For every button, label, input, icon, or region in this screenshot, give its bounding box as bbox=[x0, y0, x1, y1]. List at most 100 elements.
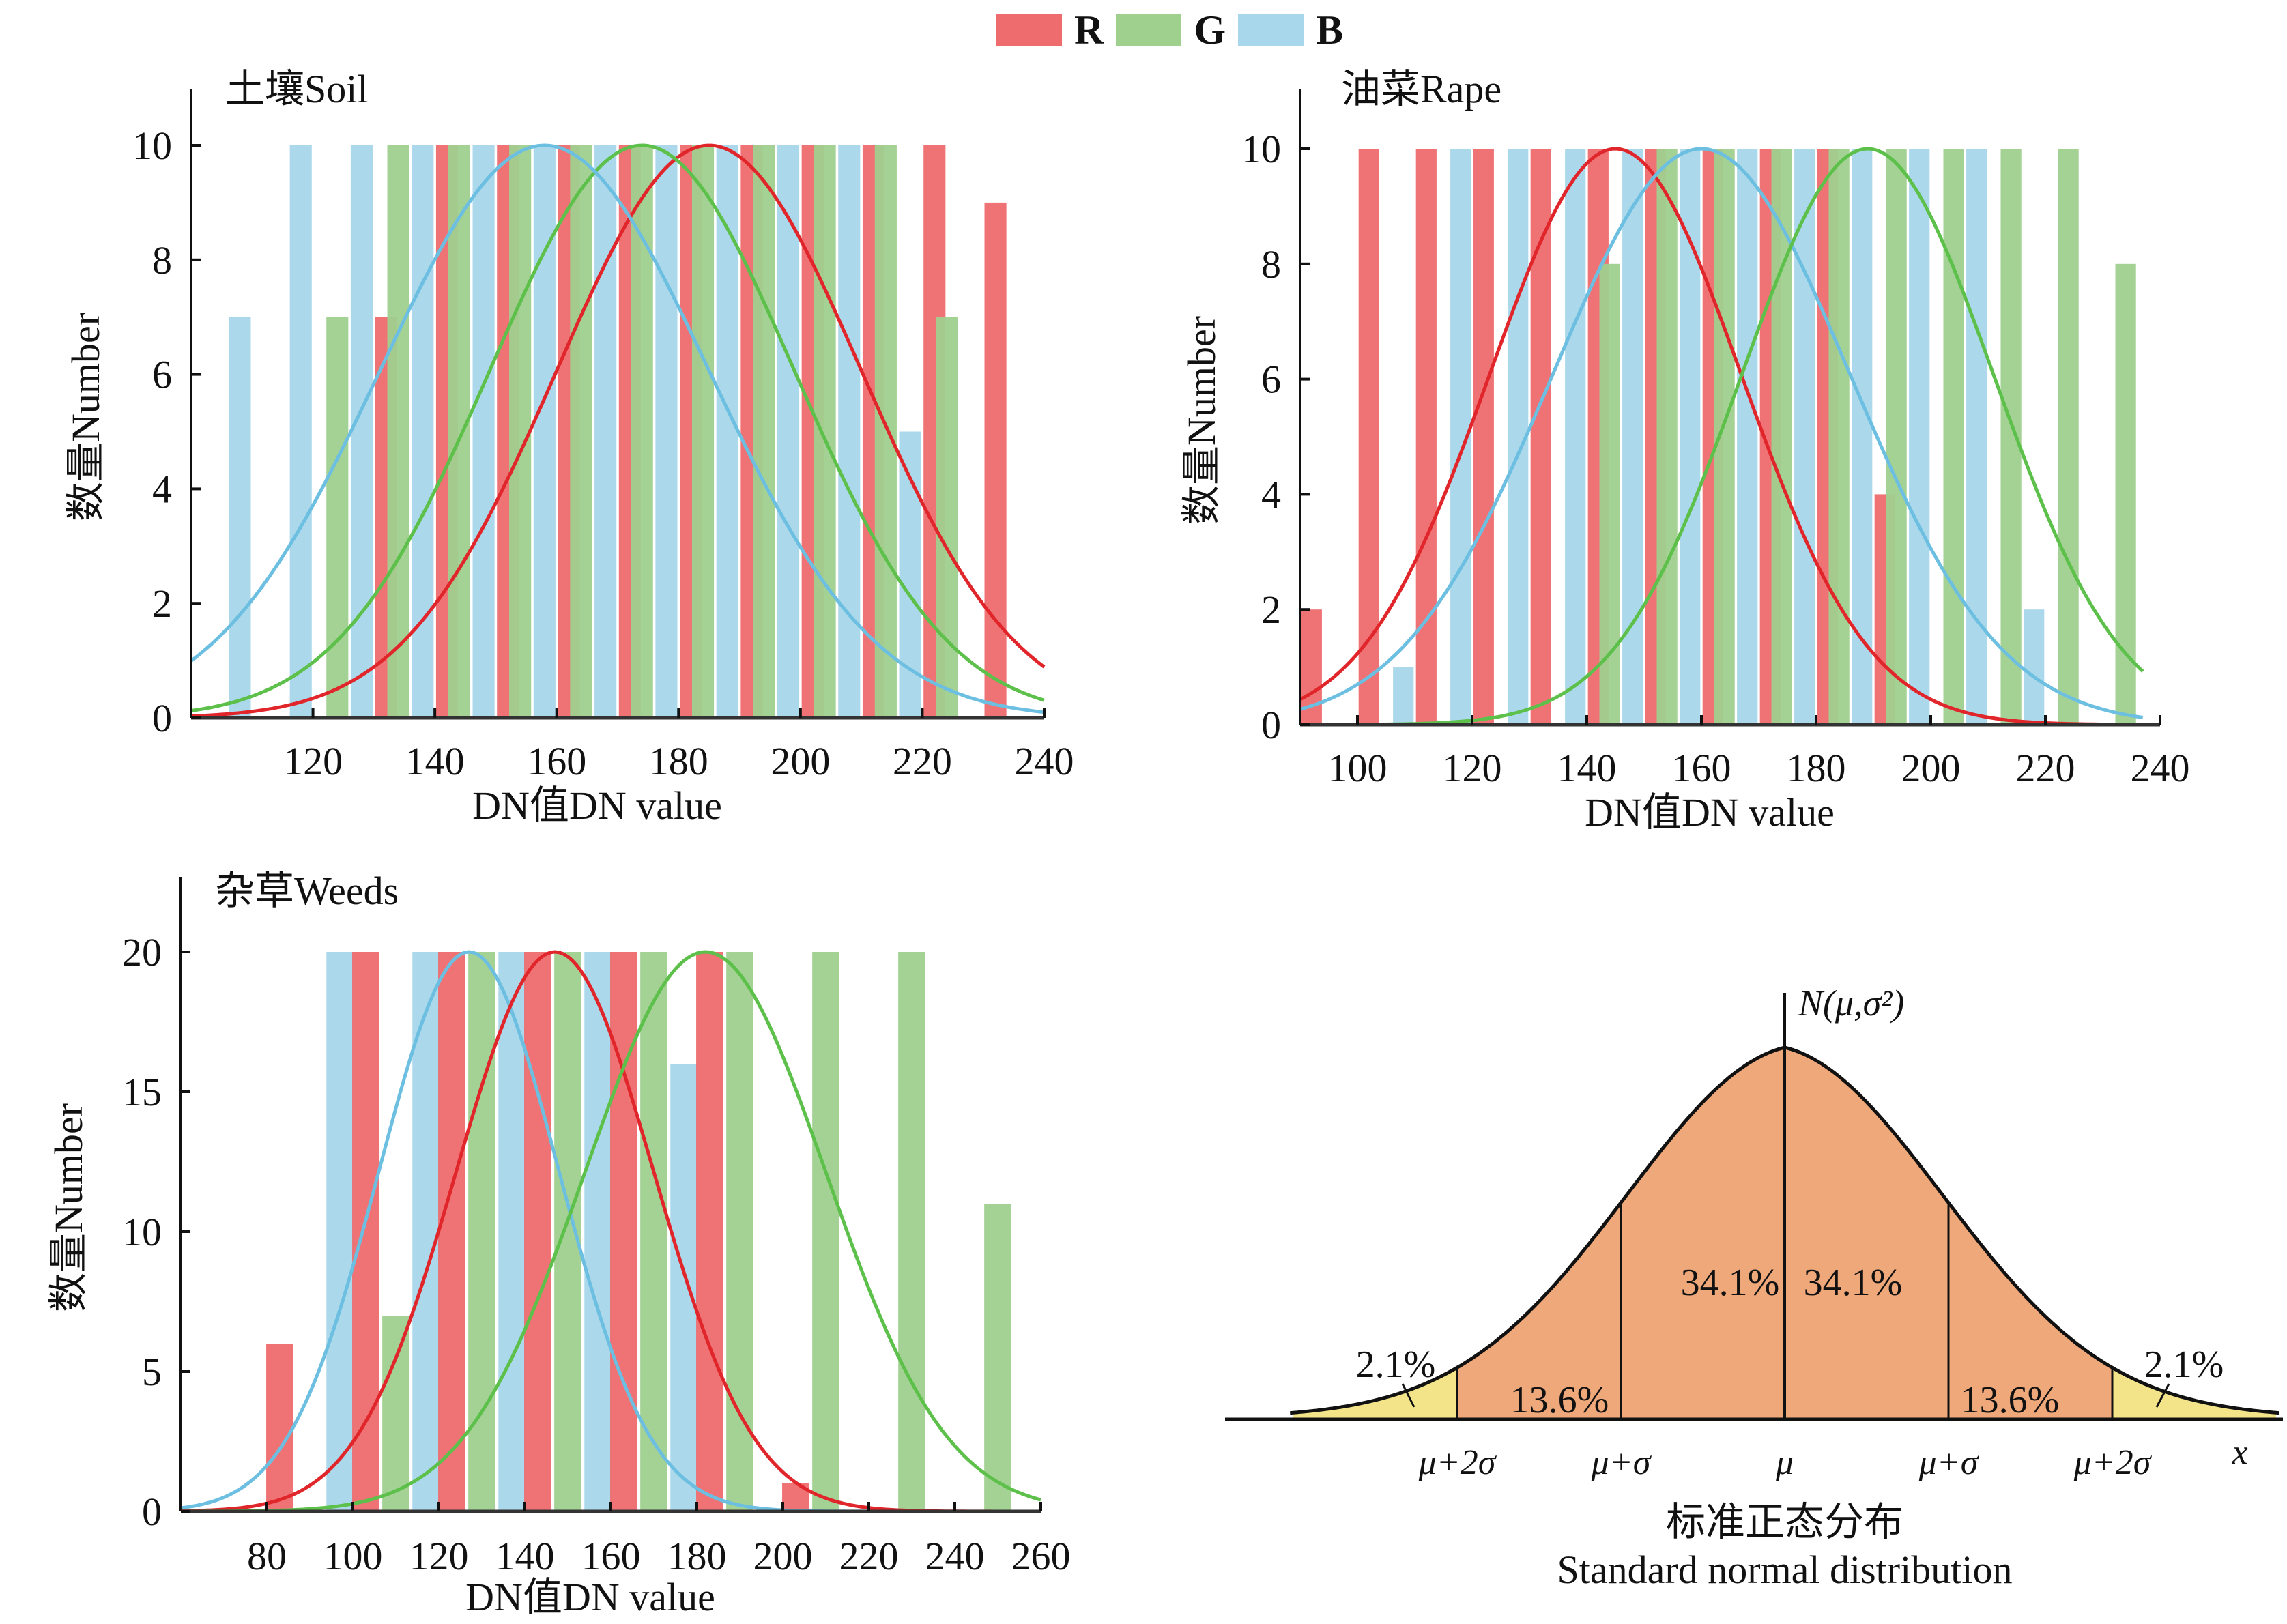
panel-title: 土壤Soil bbox=[225, 67, 369, 111]
bar-g bbox=[554, 952, 581, 1511]
panel-title: 杂草Weeds bbox=[215, 869, 399, 913]
bar-g bbox=[570, 145, 592, 718]
legend-swatch-r bbox=[996, 14, 1062, 46]
bar-b bbox=[1393, 667, 1414, 725]
bar-g bbox=[1714, 149, 1735, 725]
panel-title: 油菜Rape bbox=[1341, 67, 1501, 111]
histogram-panel-2: 0 2 4 6 8 10 100 120 140 160 180 200 220 240 油菜Rape DN值… bbox=[1179, 67, 2190, 835]
fit-curve-r bbox=[190, 143, 1046, 718]
x-tick-label: 120 bbox=[409, 1534, 469, 1578]
bar-g bbox=[448, 145, 470, 718]
y-tick-label: 5 bbox=[142, 1350, 162, 1394]
region-label: 13.6% bbox=[1510, 1379, 1609, 1421]
x-tick-label: 260 bbox=[1011, 1534, 1071, 1578]
region-label: 34.1% bbox=[1681, 1262, 1780, 1304]
x-tick-label: 240 bbox=[2131, 746, 2190, 790]
bar-r bbox=[696, 952, 723, 1511]
bar-b bbox=[1909, 149, 1930, 725]
x-tick-label: 200 bbox=[753, 1534, 813, 1578]
legend: R G B bbox=[996, 10, 1355, 50]
region-label: 2.1% bbox=[1356, 1344, 1436, 1386]
bar-g bbox=[1886, 149, 1907, 725]
bar-g bbox=[326, 317, 349, 718]
y-tick-label: 8 bbox=[1261, 242, 1281, 287]
region-5 bbox=[2112, 1367, 2276, 1419]
y-tick-label: 20 bbox=[122, 930, 162, 974]
y-axis-label: 数量Number bbox=[46, 1103, 91, 1312]
region-label: 34.1% bbox=[1804, 1262, 1903, 1304]
bar-g bbox=[936, 317, 958, 718]
bar-b bbox=[1565, 149, 1586, 725]
region-label: 2.1% bbox=[2144, 1344, 2224, 1386]
bar-r bbox=[524, 952, 551, 1511]
bar-b bbox=[1794, 149, 1815, 725]
y-axis-label: 数量Number bbox=[63, 313, 108, 521]
y-tick-label: 6 bbox=[1261, 358, 1281, 402]
curve-label: N(μ,σ²) bbox=[1798, 983, 1904, 1024]
boundary-label: μ bbox=[1775, 1443, 1794, 1482]
x-tick-label: 220 bbox=[2016, 746, 2075, 790]
bar-r bbox=[1530, 149, 1551, 725]
boundary-label: μ+σ bbox=[1918, 1443, 1980, 1482]
x-tick-label: 120 bbox=[1443, 746, 1502, 790]
y-tick-label: 15 bbox=[122, 1070, 162, 1114]
bar-g bbox=[874, 145, 897, 718]
bar-b bbox=[289, 145, 312, 718]
bar-b bbox=[2024, 609, 2045, 725]
bar-b bbox=[655, 145, 678, 718]
legend-label-b: B bbox=[1316, 8, 1344, 53]
legend-swatch-g bbox=[1116, 14, 1182, 46]
bar-g bbox=[631, 145, 653, 718]
bar-g bbox=[2000, 149, 2022, 725]
y-tick-label: 2 bbox=[152, 581, 172, 626]
bar-b bbox=[350, 145, 373, 718]
x-tick-label: 140 bbox=[1557, 746, 1617, 790]
region-3 bbox=[1785, 1047, 1948, 1419]
bar-b bbox=[1966, 149, 1987, 725]
x-tick-label: 240 bbox=[1015, 739, 1074, 783]
bar-b bbox=[326, 952, 354, 1511]
legend-label-g: G bbox=[1194, 8, 1226, 53]
legend-item-b: B bbox=[1238, 10, 1343, 50]
bar-b bbox=[1622, 149, 1643, 725]
bar-r bbox=[984, 202, 1007, 718]
fit-curve-r bbox=[1299, 147, 2143, 727]
region-label: 13.6% bbox=[1961, 1379, 2060, 1421]
bar-g bbox=[1943, 149, 1964, 725]
bar-b bbox=[838, 145, 861, 718]
x-tick-label: 160 bbox=[527, 739, 586, 783]
bar-r bbox=[352, 952, 379, 1511]
y-tick-label: 0 bbox=[142, 1490, 162, 1534]
title-cn: 标准正态分布 bbox=[1666, 1500, 1903, 1544]
bar-g bbox=[2058, 149, 2079, 725]
bar-b bbox=[412, 145, 434, 718]
bar-r bbox=[438, 952, 465, 1511]
bar-b bbox=[412, 952, 440, 1511]
region-0 bbox=[1293, 1367, 1457, 1419]
histogram-panel-3: 0 5 10 15 20 80 100 120 140 160 180 200 220 240 260 杂草W… bbox=[46, 869, 1071, 1619]
x-tick-label: 180 bbox=[667, 1534, 727, 1578]
bar-b bbox=[594, 145, 617, 718]
x-tick-label: 220 bbox=[839, 1534, 899, 1578]
bar-b bbox=[1737, 149, 1758, 725]
y-tick-label: 10 bbox=[132, 124, 172, 168]
x-axis-label: DN值DN value bbox=[472, 783, 722, 828]
bar-b bbox=[498, 952, 526, 1511]
bar-g bbox=[1771, 149, 1792, 725]
y-tick-label: 6 bbox=[152, 353, 172, 397]
bar-g bbox=[640, 952, 667, 1511]
boundary-label: μ+2σ bbox=[1418, 1443, 1497, 1482]
x-tick-label: 100 bbox=[1328, 746, 1387, 790]
x-tick-label: 180 bbox=[649, 739, 708, 783]
boundary-label: μ+2σ bbox=[2073, 1443, 2153, 1482]
bar-g bbox=[898, 952, 925, 1511]
bar-g bbox=[691, 145, 715, 718]
x-tick-label: 160 bbox=[1672, 746, 1731, 790]
bar-r bbox=[1415, 149, 1437, 725]
y-tick-label: 4 bbox=[1261, 472, 1281, 517]
x-tick-label: 140 bbox=[405, 739, 465, 783]
bar-b bbox=[670, 1064, 697, 1511]
bar-b bbox=[777, 145, 800, 718]
legend-swatch-b bbox=[1238, 14, 1304, 46]
